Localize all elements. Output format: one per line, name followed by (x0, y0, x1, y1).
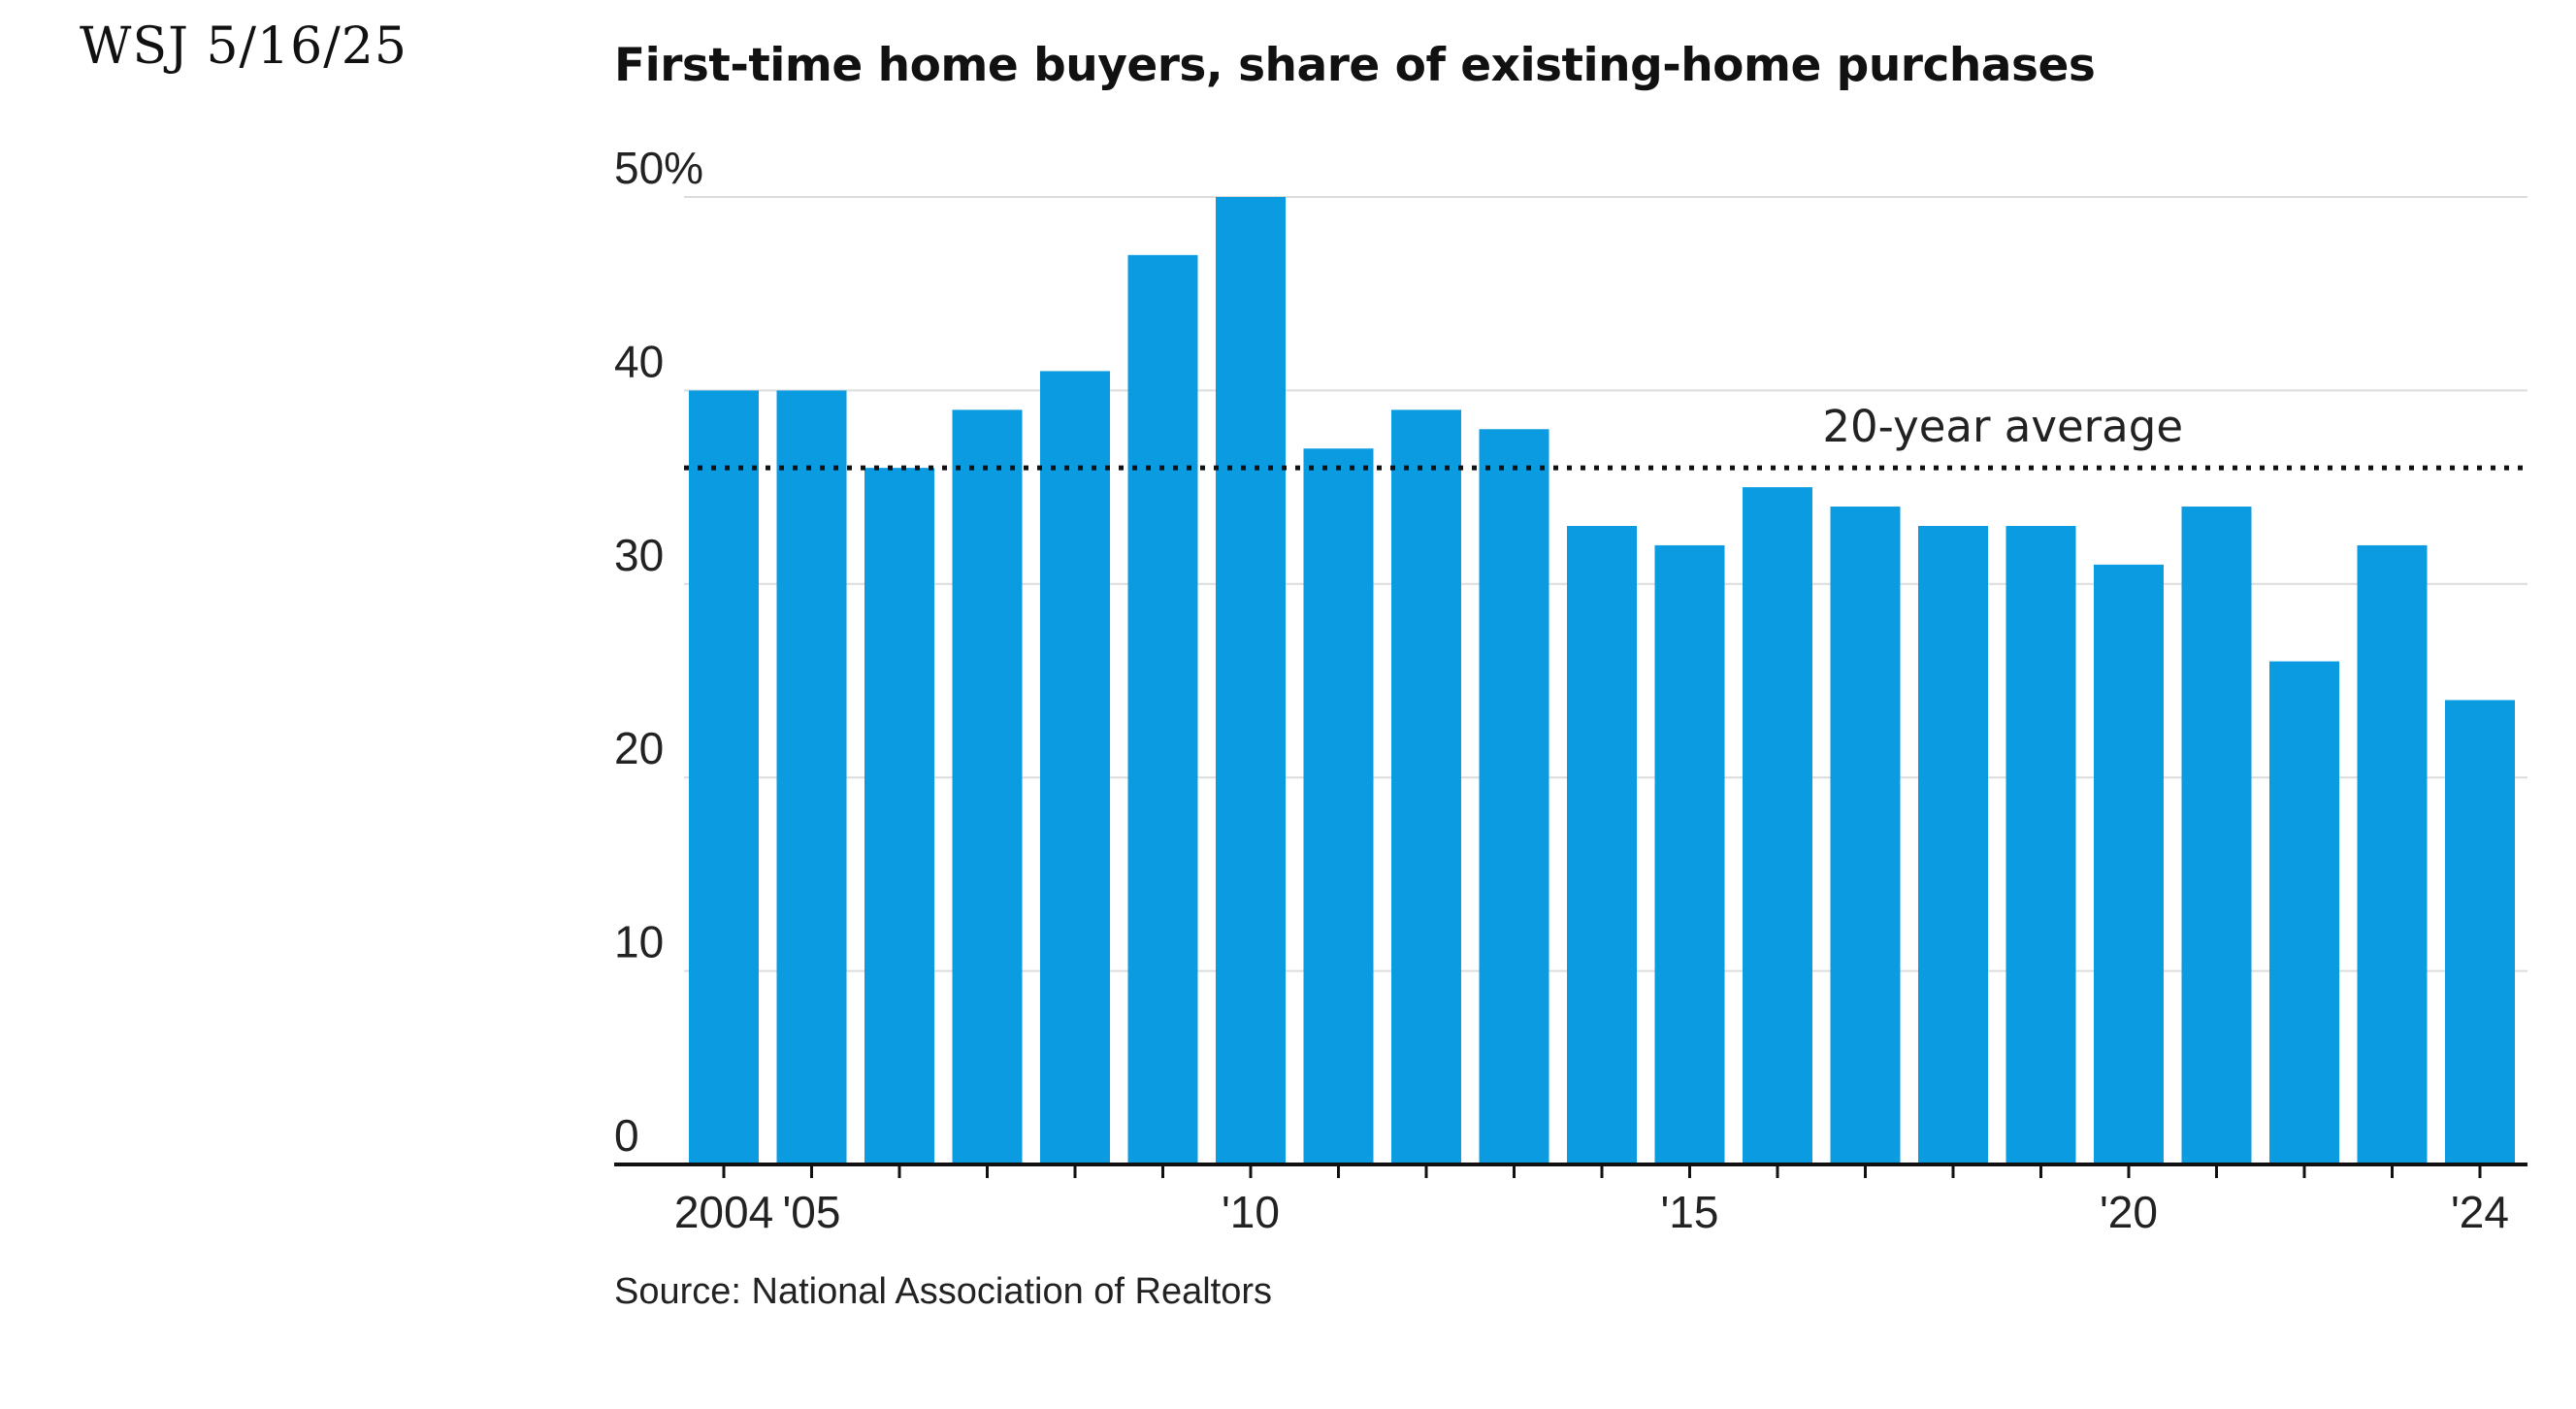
bar (1040, 371, 1110, 1165)
chart-source: Source: National Association of Realtors (614, 1271, 1273, 1312)
bar (689, 390, 759, 1164)
x-tick-label: '05 (783, 1187, 841, 1237)
date-annotation: WSJ 5/16/25 (80, 17, 408, 76)
bar (952, 410, 1023, 1165)
bar (1830, 507, 1901, 1164)
x-tick-label: '10 (1222, 1187, 1280, 1237)
bar (1743, 487, 1812, 1165)
bar (2445, 700, 2515, 1164)
bar (2094, 564, 2164, 1164)
bar (2357, 544, 2428, 1164)
bar (2181, 507, 2252, 1164)
x-tick-label: '20 (2100, 1187, 2158, 1237)
bar (2269, 661, 2339, 1164)
bar (1567, 525, 1637, 1164)
bar (1918, 525, 1988, 1164)
x-tick-label: '15 (1661, 1187, 1719, 1237)
bar (1303, 448, 1374, 1165)
bar (1479, 429, 1549, 1164)
chart-title: First-time home buyers, share of existin… (614, 39, 2096, 92)
y-tick-label: 20 (614, 723, 664, 773)
y-tick-label: 10 (614, 917, 664, 967)
bar (1391, 410, 1461, 1165)
bar (1216, 197, 1286, 1164)
bar (2005, 525, 2076, 1164)
bar (1127, 254, 1198, 1164)
y-tick-label: 50% (614, 143, 703, 193)
bar (1654, 544, 1725, 1164)
bar (864, 468, 934, 1164)
average-label: 20-year average (1822, 401, 2183, 452)
x-tick-label: '24 (2451, 1187, 2509, 1237)
y-tick-label: 30 (614, 530, 664, 580)
y-tick-label: 40 (614, 336, 664, 386)
bar (776, 390, 847, 1164)
y-tick-label: 0 (614, 1110, 639, 1161)
x-tick-label: 2004 (674, 1187, 773, 1237)
